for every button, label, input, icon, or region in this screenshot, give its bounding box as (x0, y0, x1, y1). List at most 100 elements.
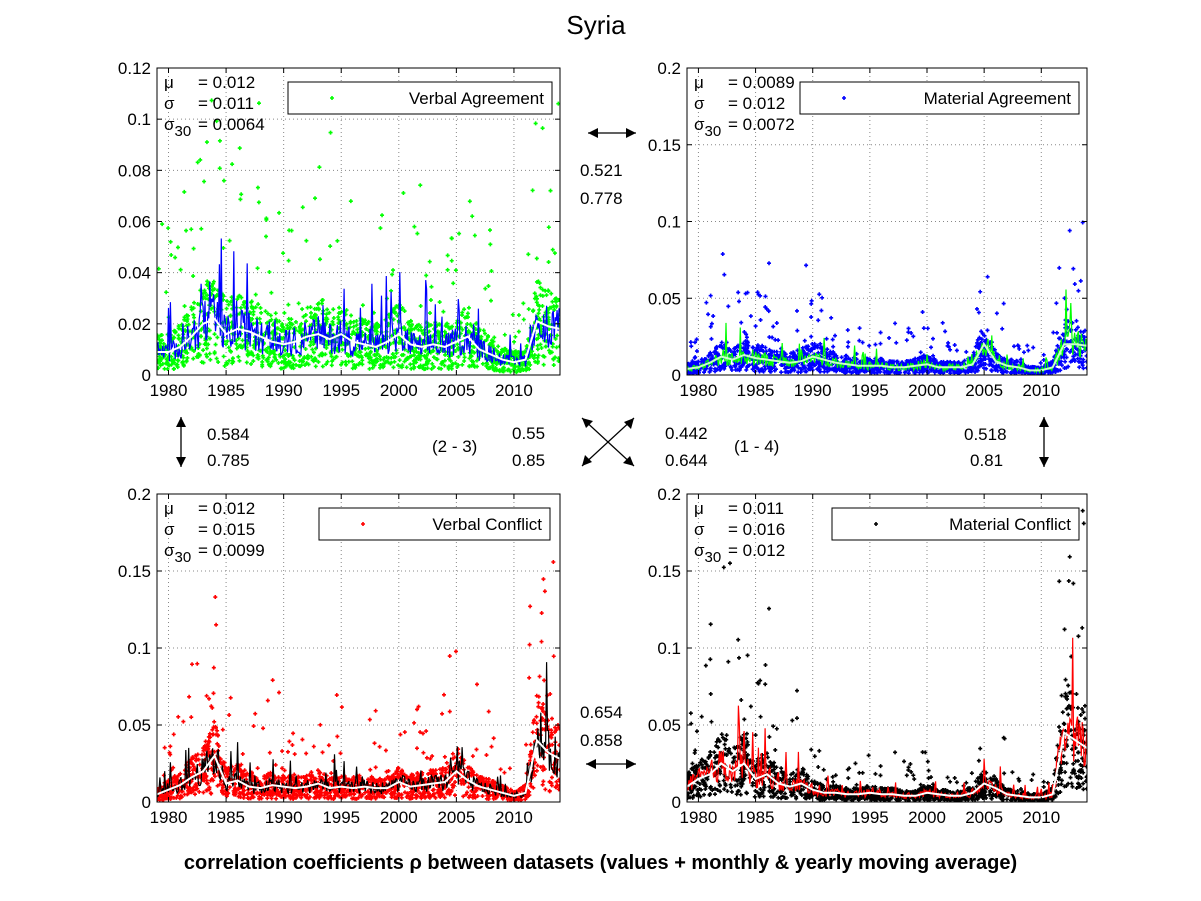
y-tick-label: 0.08 (118, 161, 151, 180)
data-point (378, 226, 383, 231)
data-point (230, 356, 235, 361)
data-point (465, 311, 470, 316)
data-point (1043, 369, 1048, 374)
data-point (265, 796, 270, 801)
data-point (546, 260, 551, 265)
data-point (267, 269, 272, 274)
data-point (536, 353, 541, 358)
data-point (207, 328, 212, 333)
data-point (361, 320, 366, 325)
data-point (693, 340, 698, 345)
data-point (943, 361, 948, 366)
data-point (272, 354, 277, 359)
data-point (469, 788, 474, 793)
data-point (467, 199, 472, 204)
data-point (466, 785, 471, 790)
data-point (336, 311, 341, 316)
data-point (867, 343, 872, 348)
data-point (227, 785, 232, 790)
data-point (393, 354, 398, 359)
data-point (172, 366, 177, 371)
data-point (184, 228, 189, 233)
data-point (407, 796, 412, 801)
data-point (745, 290, 750, 295)
data-point (980, 331, 985, 336)
data-point (203, 775, 208, 780)
data-point (407, 354, 412, 359)
data-point (307, 795, 312, 800)
data-point (202, 743, 207, 748)
data-point (442, 795, 447, 800)
data-point (904, 358, 909, 363)
data-point (557, 743, 560, 748)
data-point (427, 795, 432, 800)
data-point (809, 346, 814, 351)
data-point (211, 691, 216, 696)
data-point (688, 340, 693, 345)
data-point (374, 349, 379, 354)
data-point (245, 349, 250, 354)
data-point (277, 210, 282, 215)
data-point (240, 345, 245, 350)
data-point (329, 771, 334, 776)
data-point (932, 360, 937, 365)
data-point (382, 778, 387, 783)
data-point (974, 306, 979, 311)
data-point (405, 791, 410, 796)
legend: Verbal Agreement (287, 81, 553, 115)
data-point (540, 126, 545, 131)
data-point (182, 315, 187, 320)
data-point (334, 354, 339, 359)
data-point (162, 366, 167, 371)
data-point (806, 344, 811, 349)
data-point (268, 348, 273, 353)
y-tick-label: 0.2 (657, 59, 681, 78)
data-point (205, 781, 210, 786)
monthly-average-line (157, 238, 560, 367)
data-point (513, 334, 518, 339)
data-point (548, 188, 553, 193)
data-point (940, 360, 945, 365)
data-point (524, 366, 529, 371)
data-point (857, 360, 862, 365)
data-point (735, 348, 740, 353)
y-tick-label: 0.1 (127, 110, 151, 129)
data-point (928, 358, 933, 363)
data-point (532, 773, 537, 778)
data-point (338, 751, 343, 756)
data-point (201, 790, 206, 795)
data-point (368, 349, 373, 354)
data-point (878, 330, 883, 335)
data-point (294, 362, 299, 367)
data-point (521, 317, 526, 322)
data-point (472, 233, 477, 238)
data-point (205, 293, 210, 298)
data-point (216, 744, 221, 749)
data-point (534, 256, 539, 261)
data-point (879, 356, 884, 361)
data-point (171, 765, 176, 770)
data-point (209, 306, 214, 311)
data-point (304, 319, 309, 324)
data-point (184, 313, 189, 318)
data-point (456, 363, 461, 368)
data-point (404, 365, 409, 370)
data-point (1078, 278, 1083, 283)
data-point (549, 783, 554, 788)
data-point (733, 364, 738, 369)
data-point (819, 346, 824, 351)
data-point (451, 756, 456, 761)
data-point (528, 742, 533, 747)
data-point (714, 344, 719, 349)
data-point (274, 796, 279, 801)
data-point (893, 321, 898, 326)
data-point (437, 300, 442, 305)
data-point (921, 326, 926, 331)
data-point (386, 355, 391, 360)
data-point (1060, 332, 1065, 337)
data-point (251, 343, 256, 348)
data-point (237, 358, 242, 363)
data-point (498, 767, 503, 772)
data-point (510, 789, 515, 794)
data-point (190, 772, 195, 777)
